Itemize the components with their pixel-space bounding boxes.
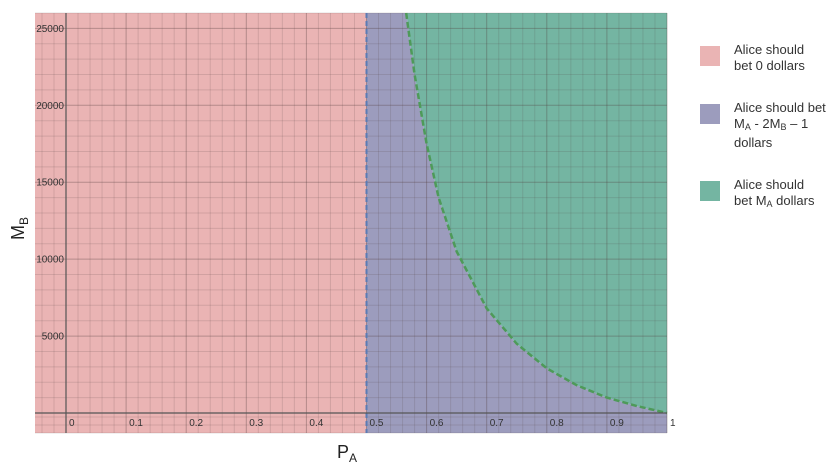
y-tick-label: 5000 xyxy=(42,332,65,343)
legend-item: Alice should bet MA dollars xyxy=(700,177,838,212)
legend-label: Alice should bet 0 dollars xyxy=(734,42,805,73)
legend-label: Alice should bet MA dollars xyxy=(734,177,815,209)
legend-item: Alice should bet MA - 2MB – 1 dollars xyxy=(700,100,838,151)
x-axis-label: PA xyxy=(337,442,357,463)
y-axis-label: MB xyxy=(8,217,31,240)
region-bet-0 xyxy=(35,13,367,433)
x-tick-label: 0.9 xyxy=(610,418,624,429)
x-tick-label: 0.5 xyxy=(370,418,384,429)
x-tick-label: 1 xyxy=(670,418,676,429)
y-tick-label: 10000 xyxy=(36,255,64,266)
x-tick-label: 0 xyxy=(69,418,75,429)
x-tick-label: 0.1 xyxy=(129,418,143,429)
y-tick-label: 15000 xyxy=(36,178,64,189)
x-tick-label: 0.8 xyxy=(550,418,564,429)
region-bet-all xyxy=(406,13,667,413)
chart-labels: 0 0.1 0.2 0.3 0.4 0.5 0.6 0.7 0.8 0.9 150001000015… xyxy=(8,24,676,463)
chart-axes xyxy=(35,13,667,433)
legend-swatch xyxy=(700,181,720,201)
legend-swatch xyxy=(700,46,720,66)
threshold-curve xyxy=(404,12,668,415)
y-tick-label: 25000 xyxy=(36,24,64,35)
region-bet-partial xyxy=(366,13,667,433)
legend-label: Alice should bet MA - 2MB – 1 dollars xyxy=(734,100,826,150)
x-tick-label: 0.3 xyxy=(249,418,263,429)
legend-swatch xyxy=(700,104,720,124)
x-tick-label: 0.6 xyxy=(430,418,444,429)
x-tick-label: 0.2 xyxy=(189,418,203,429)
y-tick-label: 20000 xyxy=(36,101,64,112)
chart-curves xyxy=(365,12,668,433)
legend-item: Alice should bet 0 dollars xyxy=(700,42,838,74)
chart-regions xyxy=(35,13,667,433)
x-tick-label: 0.4 xyxy=(309,418,323,429)
x-tick-label: 0.7 xyxy=(490,418,504,429)
